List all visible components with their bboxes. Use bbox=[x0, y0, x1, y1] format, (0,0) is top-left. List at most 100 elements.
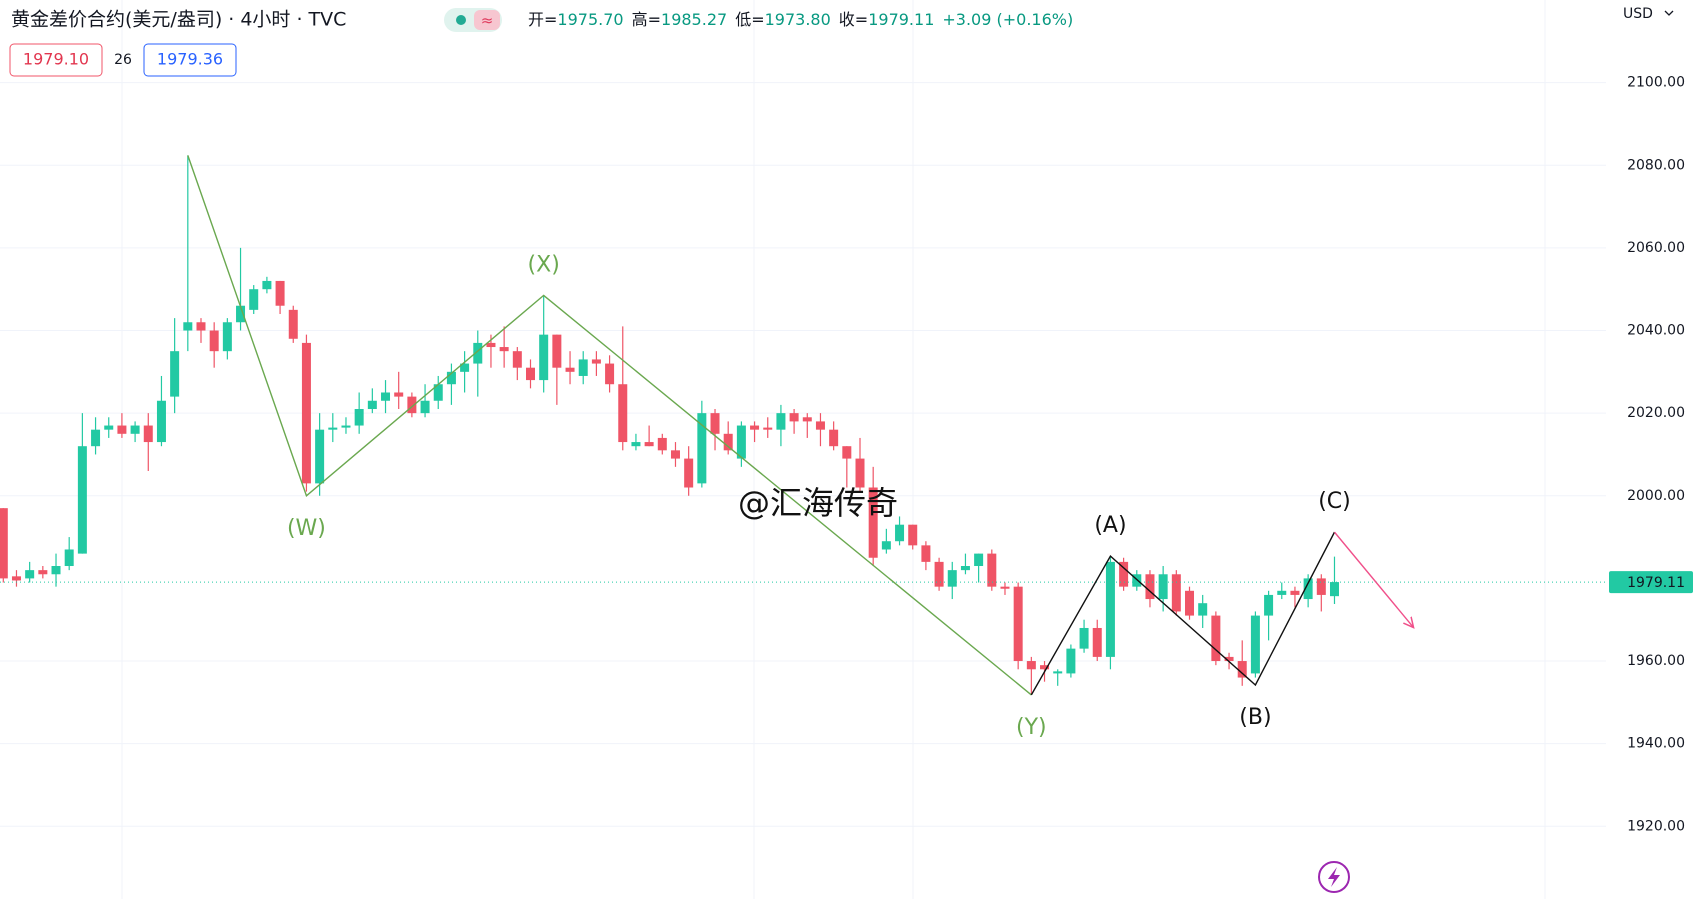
ohlc-label: 高= bbox=[632, 10, 661, 29]
ohlc-value: 1975.70 bbox=[557, 10, 623, 29]
candle-body bbox=[420, 400, 430, 414]
candle-body bbox=[763, 427, 773, 430]
alert-icon[interactable] bbox=[1318, 861, 1350, 893]
grid bbox=[0, 82, 1606, 827]
candle-body bbox=[1119, 561, 1129, 587]
y-tick-label: 2100.00 bbox=[1627, 75, 1685, 91]
candle-body bbox=[209, 330, 219, 352]
candle-body bbox=[499, 347, 509, 352]
candle-body bbox=[868, 487, 878, 558]
candle-body bbox=[750, 425, 760, 430]
candle-body bbox=[1026, 661, 1036, 670]
candle-body bbox=[710, 413, 720, 434]
candle-body bbox=[328, 427, 338, 430]
candle-body bbox=[38, 570, 48, 575]
candle-body bbox=[1237, 661, 1247, 678]
candle-body bbox=[1158, 574, 1168, 600]
candle-body bbox=[143, 425, 153, 443]
candle-body bbox=[512, 351, 522, 368]
candle-body bbox=[1250, 615, 1260, 674]
candle-body bbox=[1290, 590, 1300, 595]
candle-body bbox=[539, 334, 549, 381]
candle-body bbox=[1000, 586, 1010, 589]
candle-body bbox=[1079, 627, 1089, 649]
candle-body bbox=[288, 309, 298, 339]
candle-body bbox=[631, 442, 641, 447]
currency-caret bbox=[1664, 10, 1674, 16]
ohlc-value: 1973.80 bbox=[765, 10, 831, 29]
candle-body bbox=[842, 446, 852, 459]
y-tick-label: 1960.00 bbox=[1627, 653, 1685, 669]
y-tick-label: 2000.00 bbox=[1627, 488, 1685, 504]
wave-label: (X) bbox=[528, 252, 560, 277]
alert-bolt[interactable] bbox=[1328, 867, 1340, 887]
candle-body bbox=[275, 280, 285, 306]
candle-body bbox=[1132, 574, 1142, 587]
candle-body bbox=[1277, 590, 1287, 595]
candle-body bbox=[684, 458, 694, 488]
candle-body bbox=[315, 429, 325, 484]
bid-box bbox=[9, 43, 103, 77]
wave-label: (A) bbox=[1094, 513, 1126, 538]
candle-body bbox=[394, 392, 404, 397]
candle-body bbox=[657, 437, 667, 451]
y-tick-label: 2060.00 bbox=[1627, 240, 1685, 256]
candle-body bbox=[565, 367, 575, 372]
candle-body bbox=[736, 425, 746, 459]
candle-body bbox=[11, 576, 21, 581]
candle-body bbox=[526, 367, 536, 381]
candle-body bbox=[301, 342, 311, 484]
candle-body bbox=[1198, 603, 1208, 616]
candle-body bbox=[1185, 590, 1195, 616]
candle-body bbox=[1092, 627, 1102, 657]
candle-body bbox=[1264, 594, 1274, 616]
ohlc-legend: 开=1975.70 高=1985.27 低=1973.80 收=1979.11 +3.0… bbox=[528, 10, 1073, 29]
ohlc-label: 开= bbox=[528, 10, 557, 29]
candle-body bbox=[249, 289, 259, 310]
candle-body bbox=[723, 433, 733, 451]
candle-body bbox=[51, 566, 61, 575]
candle-body bbox=[1145, 574, 1155, 600]
wave-label: (W) bbox=[287, 516, 326, 541]
last-price-label: 1979.11 bbox=[1627, 575, 1685, 591]
candle-body bbox=[552, 334, 562, 368]
candle-body bbox=[618, 384, 628, 443]
candle-body bbox=[183, 322, 193, 331]
vertical-grid bbox=[121, 0, 1546, 899]
ask: 1979.36 bbox=[157, 50, 223, 69]
candle-body bbox=[1040, 665, 1050, 670]
candle-body bbox=[789, 413, 799, 422]
candle-body bbox=[170, 351, 180, 397]
candle-body bbox=[670, 450, 680, 459]
status-dot bbox=[456, 15, 466, 25]
ohlc-value: 1985.27 bbox=[661, 10, 727, 29]
candle-body bbox=[974, 553, 984, 567]
candle-body bbox=[433, 384, 443, 401]
wave-line bbox=[1333, 531, 1413, 627]
candle-body bbox=[25, 570, 35, 579]
wave-label: (Y) bbox=[1016, 715, 1047, 740]
candle-body bbox=[802, 417, 812, 422]
ohlc-label: 收= bbox=[839, 10, 868, 29]
candle-body bbox=[104, 425, 114, 430]
candle-body bbox=[881, 541, 891, 550]
last-price-box bbox=[1609, 571, 1693, 594]
y-tick-label: 1920.00 bbox=[1627, 818, 1685, 834]
candles bbox=[0, 155, 1606, 695]
candle-body bbox=[341, 425, 351, 428]
candle-body bbox=[367, 400, 377, 410]
wave-line bbox=[1030, 531, 1336, 696]
wave-label: (C) bbox=[1318, 489, 1351, 514]
candle-body bbox=[354, 409, 364, 426]
candle-body bbox=[815, 421, 825, 430]
status-icon bbox=[474, 10, 500, 30]
wave-label: (B) bbox=[1239, 705, 1271, 730]
candle-body bbox=[697, 413, 707, 484]
price-axis bbox=[1606, 0, 1701, 899]
candle-body bbox=[91, 429, 101, 447]
change: +3.09 (+0.16%) bbox=[942, 10, 1073, 29]
candle-body bbox=[407, 396, 417, 414]
candle-body bbox=[605, 363, 615, 385]
candle-body bbox=[381, 392, 391, 401]
candle-body bbox=[947, 570, 957, 587]
